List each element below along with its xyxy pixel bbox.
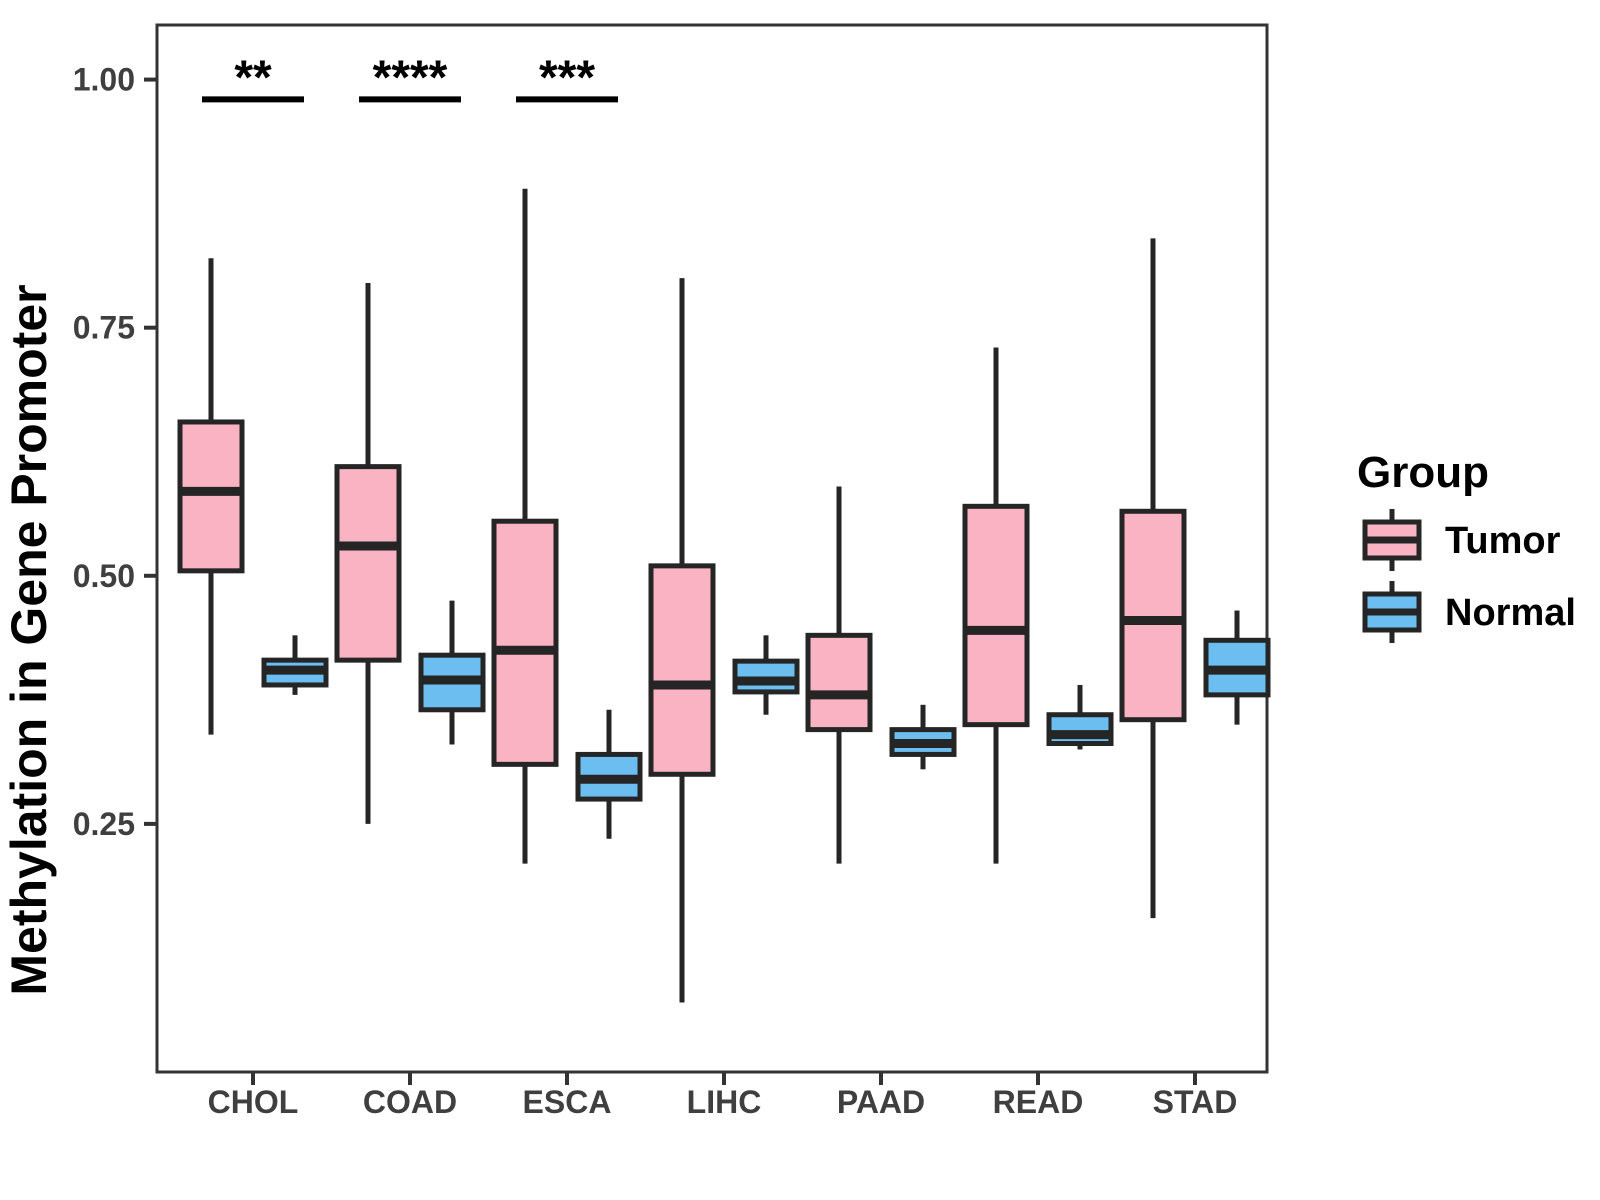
x-tick-label-READ: READ xyxy=(993,1084,1084,1120)
y-tick-label: 1.00 xyxy=(73,62,135,98)
iqr-box xyxy=(1119,508,1187,723)
sig-label-ESCA: *** xyxy=(539,51,595,104)
iqr-box xyxy=(1046,712,1114,747)
x-tick-label-PAAD: PAAD xyxy=(837,1084,925,1120)
y-tick-label: 0.75 xyxy=(73,310,135,346)
y-axis-title: Methylation in Gene Promoter xyxy=(1,284,57,995)
box-tumor-PAAD xyxy=(805,486,873,864)
box-tumor-LIHC xyxy=(648,278,716,1003)
x-tick-label-STAD: STAD xyxy=(1153,1084,1238,1120)
legend-key-tumor: Tumor xyxy=(1362,509,1561,571)
sig-label-COAD: **** xyxy=(373,51,448,104)
box-tumor-READ xyxy=(962,347,1030,864)
box-tumor-COAD xyxy=(334,283,402,824)
iqr-box xyxy=(334,464,402,663)
y-tick-label: 0.50 xyxy=(73,558,135,594)
box-normal-READ xyxy=(1046,684,1114,750)
box-normal-PAAD xyxy=(889,704,957,770)
y-tick-label: 0.25 xyxy=(73,806,135,842)
iqr-box xyxy=(177,419,245,574)
x-tick-label-COAD: COAD xyxy=(363,1084,457,1120)
x-tick-label-ESCA: ESCA xyxy=(523,1084,612,1120)
panel-border xyxy=(155,23,1269,1074)
legend-key-normal: Normal xyxy=(1362,581,1576,643)
iqr-box xyxy=(648,563,716,777)
legend-label-tumor: Tumor xyxy=(1445,520,1561,562)
sig-label-CHOL: ** xyxy=(234,51,272,104)
box-normal-LIHC xyxy=(732,635,800,715)
box-tumor-STAD xyxy=(1119,238,1187,919)
box-normal-STAD xyxy=(1203,610,1271,725)
box-tumor-ESCA xyxy=(491,188,559,864)
iqr-box xyxy=(491,518,559,767)
legend-title: Group xyxy=(1357,448,1489,497)
iqr-box xyxy=(962,503,1030,728)
box-tumor-CHOL xyxy=(177,258,245,735)
legend-label-normal: Normal xyxy=(1445,592,1576,634)
x-tick-label-LIHC: LIHC xyxy=(687,1084,762,1120)
iqr-box xyxy=(805,632,873,733)
box-normal-COAD xyxy=(418,600,486,745)
x-tick-label-CHOL: CHOL xyxy=(208,1084,299,1120)
box-normal-CHOL xyxy=(261,635,329,695)
box-normal-ESCA xyxy=(575,709,643,839)
